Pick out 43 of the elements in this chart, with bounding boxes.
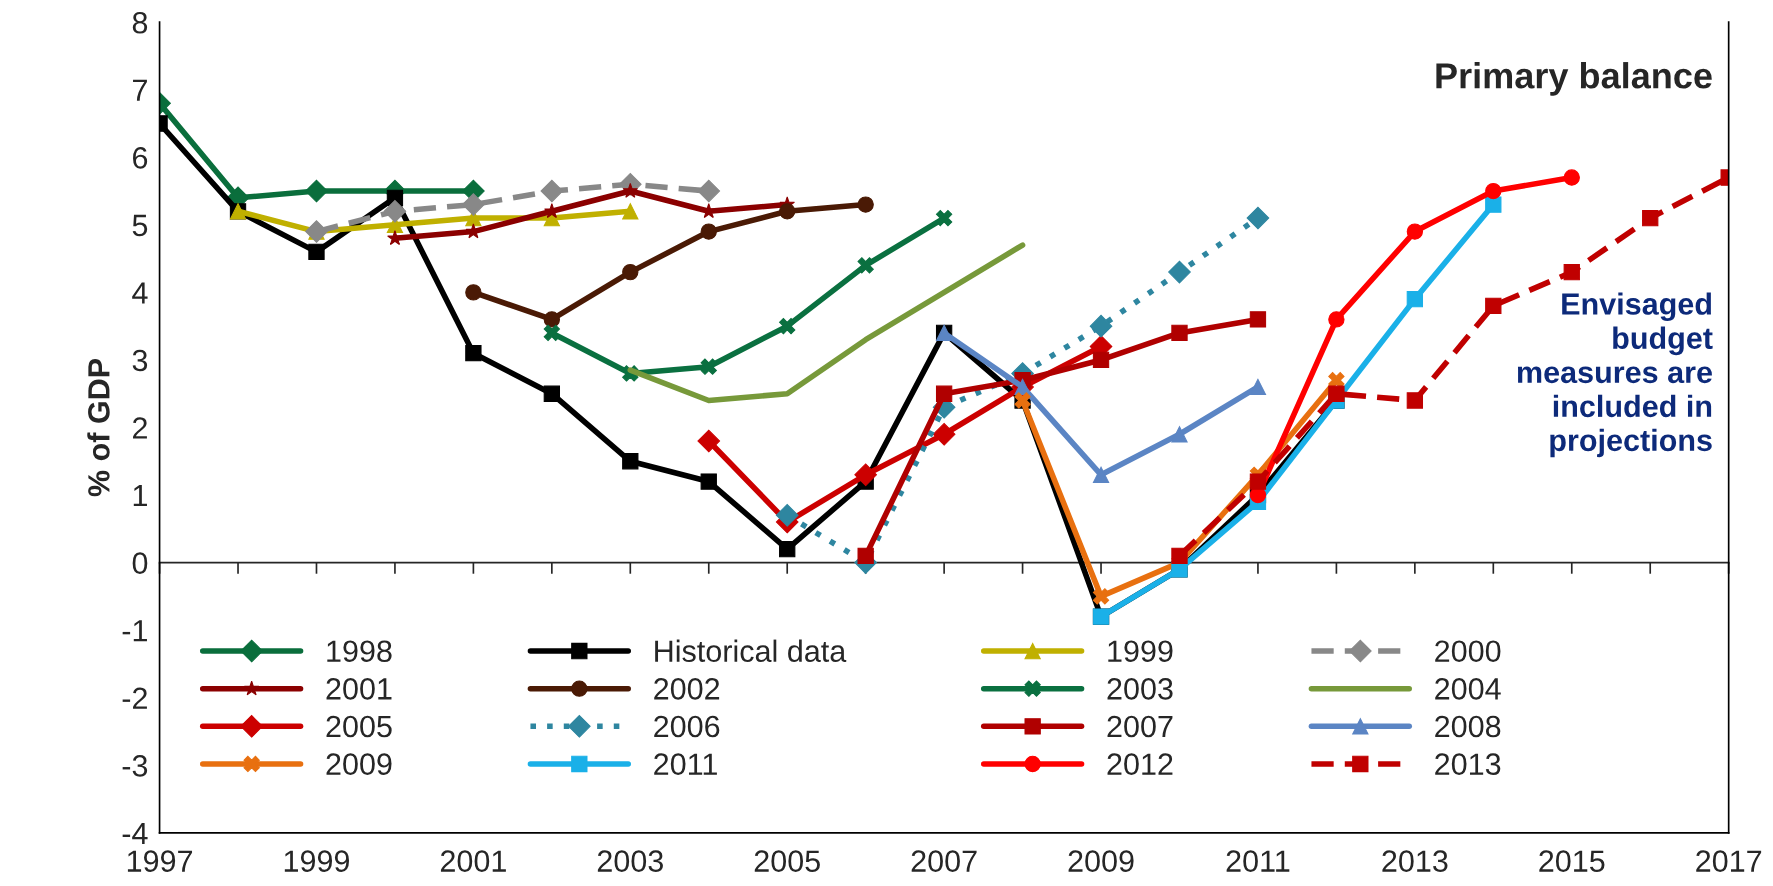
x-tick-label: 2009 [1068, 850, 1134, 872]
x-tick-label: 2011 [1226, 850, 1290, 872]
y-tick-label: 2 [133, 417, 147, 439]
y-tick-label: 6 [133, 147, 148, 169]
x-tick-label: 2007 [911, 850, 977, 872]
legend-label: 2004 [1435, 678, 1501, 700]
y-tick-label: 7 [133, 79, 147, 101]
y-tick-label: -3 [122, 755, 148, 777]
legend-label: 2007 [1107, 715, 1173, 738]
x-tick-label: 2013 [1382, 850, 1448, 872]
legend-label: 2013 [1435, 753, 1501, 775]
legend-label: 2005 [326, 715, 392, 738]
legend-label: 2000 [1435, 640, 1501, 663]
x-tick-label: 1999 [284, 850, 350, 872]
y-tick-label: 3 [132, 349, 148, 372]
x-tick-label: 2003 [597, 850, 663, 872]
legend-label: 2012 [1107, 753, 1173, 775]
legend-label: 2002 [654, 678, 720, 700]
legend-label: 2003 [1107, 678, 1173, 700]
x-tick-label: 2017 [1696, 850, 1762, 872]
x-tick-label: 2015 [1539, 850, 1605, 872]
x-tick-label: 1997 [127, 850, 193, 872]
x-tick-label: 2005 [754, 850, 820, 872]
y-tick-label: -4 [122, 822, 148, 844]
annotation: Primary balance [1436, 62, 1712, 96]
annotation: Envisaged budget measures are included in projections [1517, 292, 1713, 458]
legend-label: 1998 [327, 640, 392, 663]
y-tick-label: 5 [132, 214, 148, 237]
y-tick-label: -2 [122, 687, 147, 709]
y-tick-label: 8 [132, 11, 148, 34]
y-tick-label: 1 [133, 485, 147, 507]
legend-label: 2008 [1435, 715, 1501, 738]
legend-label: Historical data [655, 639, 847, 663]
y-tick-label: -1 [122, 620, 147, 642]
legend-label: 2011 [654, 753, 717, 775]
legend-label: 2001 [326, 678, 392, 700]
y-axis-title: % of GDP [87, 358, 110, 497]
y-tick-label: 4 [132, 282, 148, 304]
legend-label: 2009 [326, 753, 392, 775]
y-tick-label: 0 [132, 552, 148, 574]
x-tick-label: 2001 [440, 850, 506, 872]
legend-label: 2006 [654, 715, 720, 738]
legend-label: 1999 [1108, 640, 1173, 663]
